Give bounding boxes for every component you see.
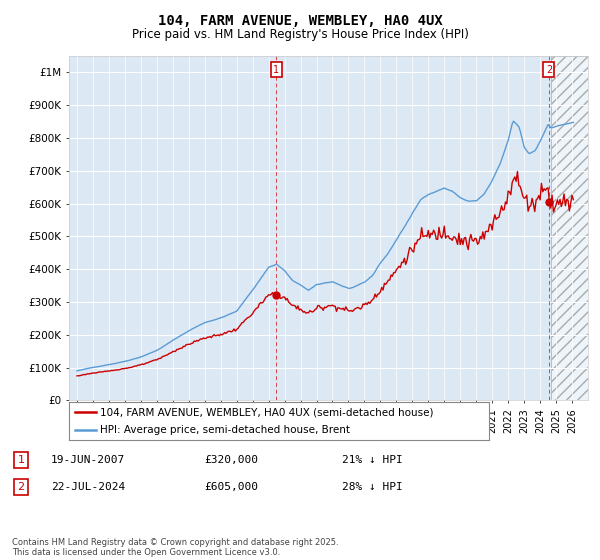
Text: 21% ↓ HPI: 21% ↓ HPI	[342, 455, 403, 465]
Text: 22-JUL-2024: 22-JUL-2024	[51, 482, 125, 492]
Text: 104, FARM AVENUE, WEMBLEY, HA0 4UX: 104, FARM AVENUE, WEMBLEY, HA0 4UX	[158, 14, 442, 28]
Text: 1: 1	[17, 455, 25, 465]
Text: £320,000: £320,000	[204, 455, 258, 465]
Text: 2: 2	[546, 64, 552, 74]
Text: 2: 2	[17, 482, 25, 492]
Bar	[551, 56, 588, 400]
Text: £605,000: £605,000	[204, 482, 258, 492]
Text: 104, FARM AVENUE, WEMBLEY, HA0 4UX (semi-detached house): 104, FARM AVENUE, WEMBLEY, HA0 4UX (semi…	[101, 407, 434, 417]
Text: 1: 1	[273, 64, 279, 74]
Text: Price paid vs. HM Land Registry's House Price Index (HPI): Price paid vs. HM Land Registry's House …	[131, 28, 469, 41]
Text: 28% ↓ HPI: 28% ↓ HPI	[342, 482, 403, 492]
Text: Contains HM Land Registry data © Crown copyright and database right 2025.
This d: Contains HM Land Registry data © Crown c…	[12, 538, 338, 557]
Text: HPI: Average price, semi-detached house, Brent: HPI: Average price, semi-detached house,…	[101, 425, 350, 435]
Bar	[551, 56, 588, 400]
Text: 19-JUN-2007: 19-JUN-2007	[51, 455, 125, 465]
